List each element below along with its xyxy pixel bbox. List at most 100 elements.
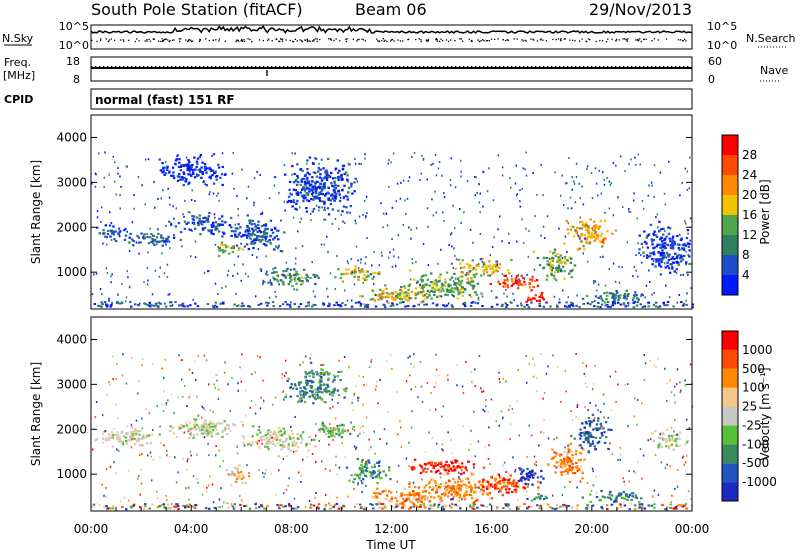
nsearch-dot [313,40,315,42]
nsearch-dot [626,40,628,42]
data-cell [203,428,206,431]
nsearch-dot [243,39,245,41]
data-cell [469,228,472,231]
data-cell [602,427,605,430]
data-cell [168,429,172,433]
data-cell [395,491,398,494]
data-cell [680,301,683,304]
data-cell [421,401,424,404]
data-cell [94,439,97,442]
data-cell [651,263,654,266]
data-cell [625,493,628,496]
data-cell [317,386,320,389]
data-cell [597,296,600,300]
data-cell [448,283,451,286]
data-cell [312,373,315,376]
data-cell [186,167,189,170]
data-cell [288,434,291,437]
data-cell [512,456,514,459]
data-cell [357,267,360,270]
data-cell [472,241,474,244]
data-cell [394,265,397,268]
data-cell [308,395,312,398]
data-cell [463,287,467,291]
nsky-panel: N.Sky 10^5 10^0 10^5 10^0 N.Search [2,20,796,52]
data-cell [684,220,686,223]
data-cell [364,157,366,160]
data-cell [546,215,549,218]
data-cell [260,439,263,442]
data-cell [462,425,465,428]
data-cell [139,493,141,496]
data-cell [256,226,260,230]
data-cell [207,442,209,445]
data-cell [186,163,190,166]
nave-dot [627,66,629,68]
data-cell [467,266,471,269]
data-cell [133,427,137,431]
data-cell [160,442,162,445]
data-cell [318,440,321,443]
data-cell [287,195,291,198]
data-cell [528,362,530,365]
data-cell [676,433,678,436]
data-cell [487,457,490,460]
nave-dot [239,66,241,68]
data-cell [450,462,454,465]
data-cell [587,420,591,423]
data-cell [131,221,134,224]
data-cell [386,294,390,298]
data-cell [183,176,186,179]
data-cell [561,257,564,260]
data-cell [455,285,458,288]
data-cell [547,463,550,466]
data-cell [291,205,294,208]
data-cell [294,152,296,155]
data-cell [128,469,130,472]
data-cell [668,296,671,299]
data-cell [173,234,175,237]
data-cell [370,358,373,361]
data-cell [102,437,105,440]
data-cell [568,272,571,275]
data-cell [454,486,457,489]
data-cell [543,256,546,259]
data-cell [308,173,311,176]
data-cell [591,442,595,445]
data-cell [582,440,585,444]
data-cell [385,212,388,215]
data-cell [156,243,158,246]
data-cell [526,456,528,459]
nsearch-dot [459,38,461,40]
data-cell [324,218,327,221]
data-cell [525,381,528,384]
data-cell [608,493,611,496]
data-cell [505,279,509,282]
data-cell [569,228,573,231]
data-cell [231,250,235,253]
data-cell [251,253,254,256]
data-cell [589,442,592,446]
data-cell [406,305,410,308]
data-cell [370,446,372,449]
nave-dot [403,66,405,68]
data-cell [505,485,509,488]
data-cell [292,199,295,202]
data-cell [293,303,297,306]
data-cell [317,206,321,209]
data-cell [476,192,478,195]
data-cell [465,262,469,266]
data-cell [362,270,365,273]
nsearch-dot [362,39,365,41]
data-cell [221,429,225,433]
data-cell [365,470,368,473]
data-cell [604,237,607,240]
data-cell [622,497,625,500]
data-cell [239,226,242,229]
data-cell [239,470,243,474]
data-cell [541,296,544,299]
data-cell [523,277,526,280]
data-cell [191,217,195,220]
nave-dot [247,66,249,68]
nsearch-dot [164,38,166,40]
